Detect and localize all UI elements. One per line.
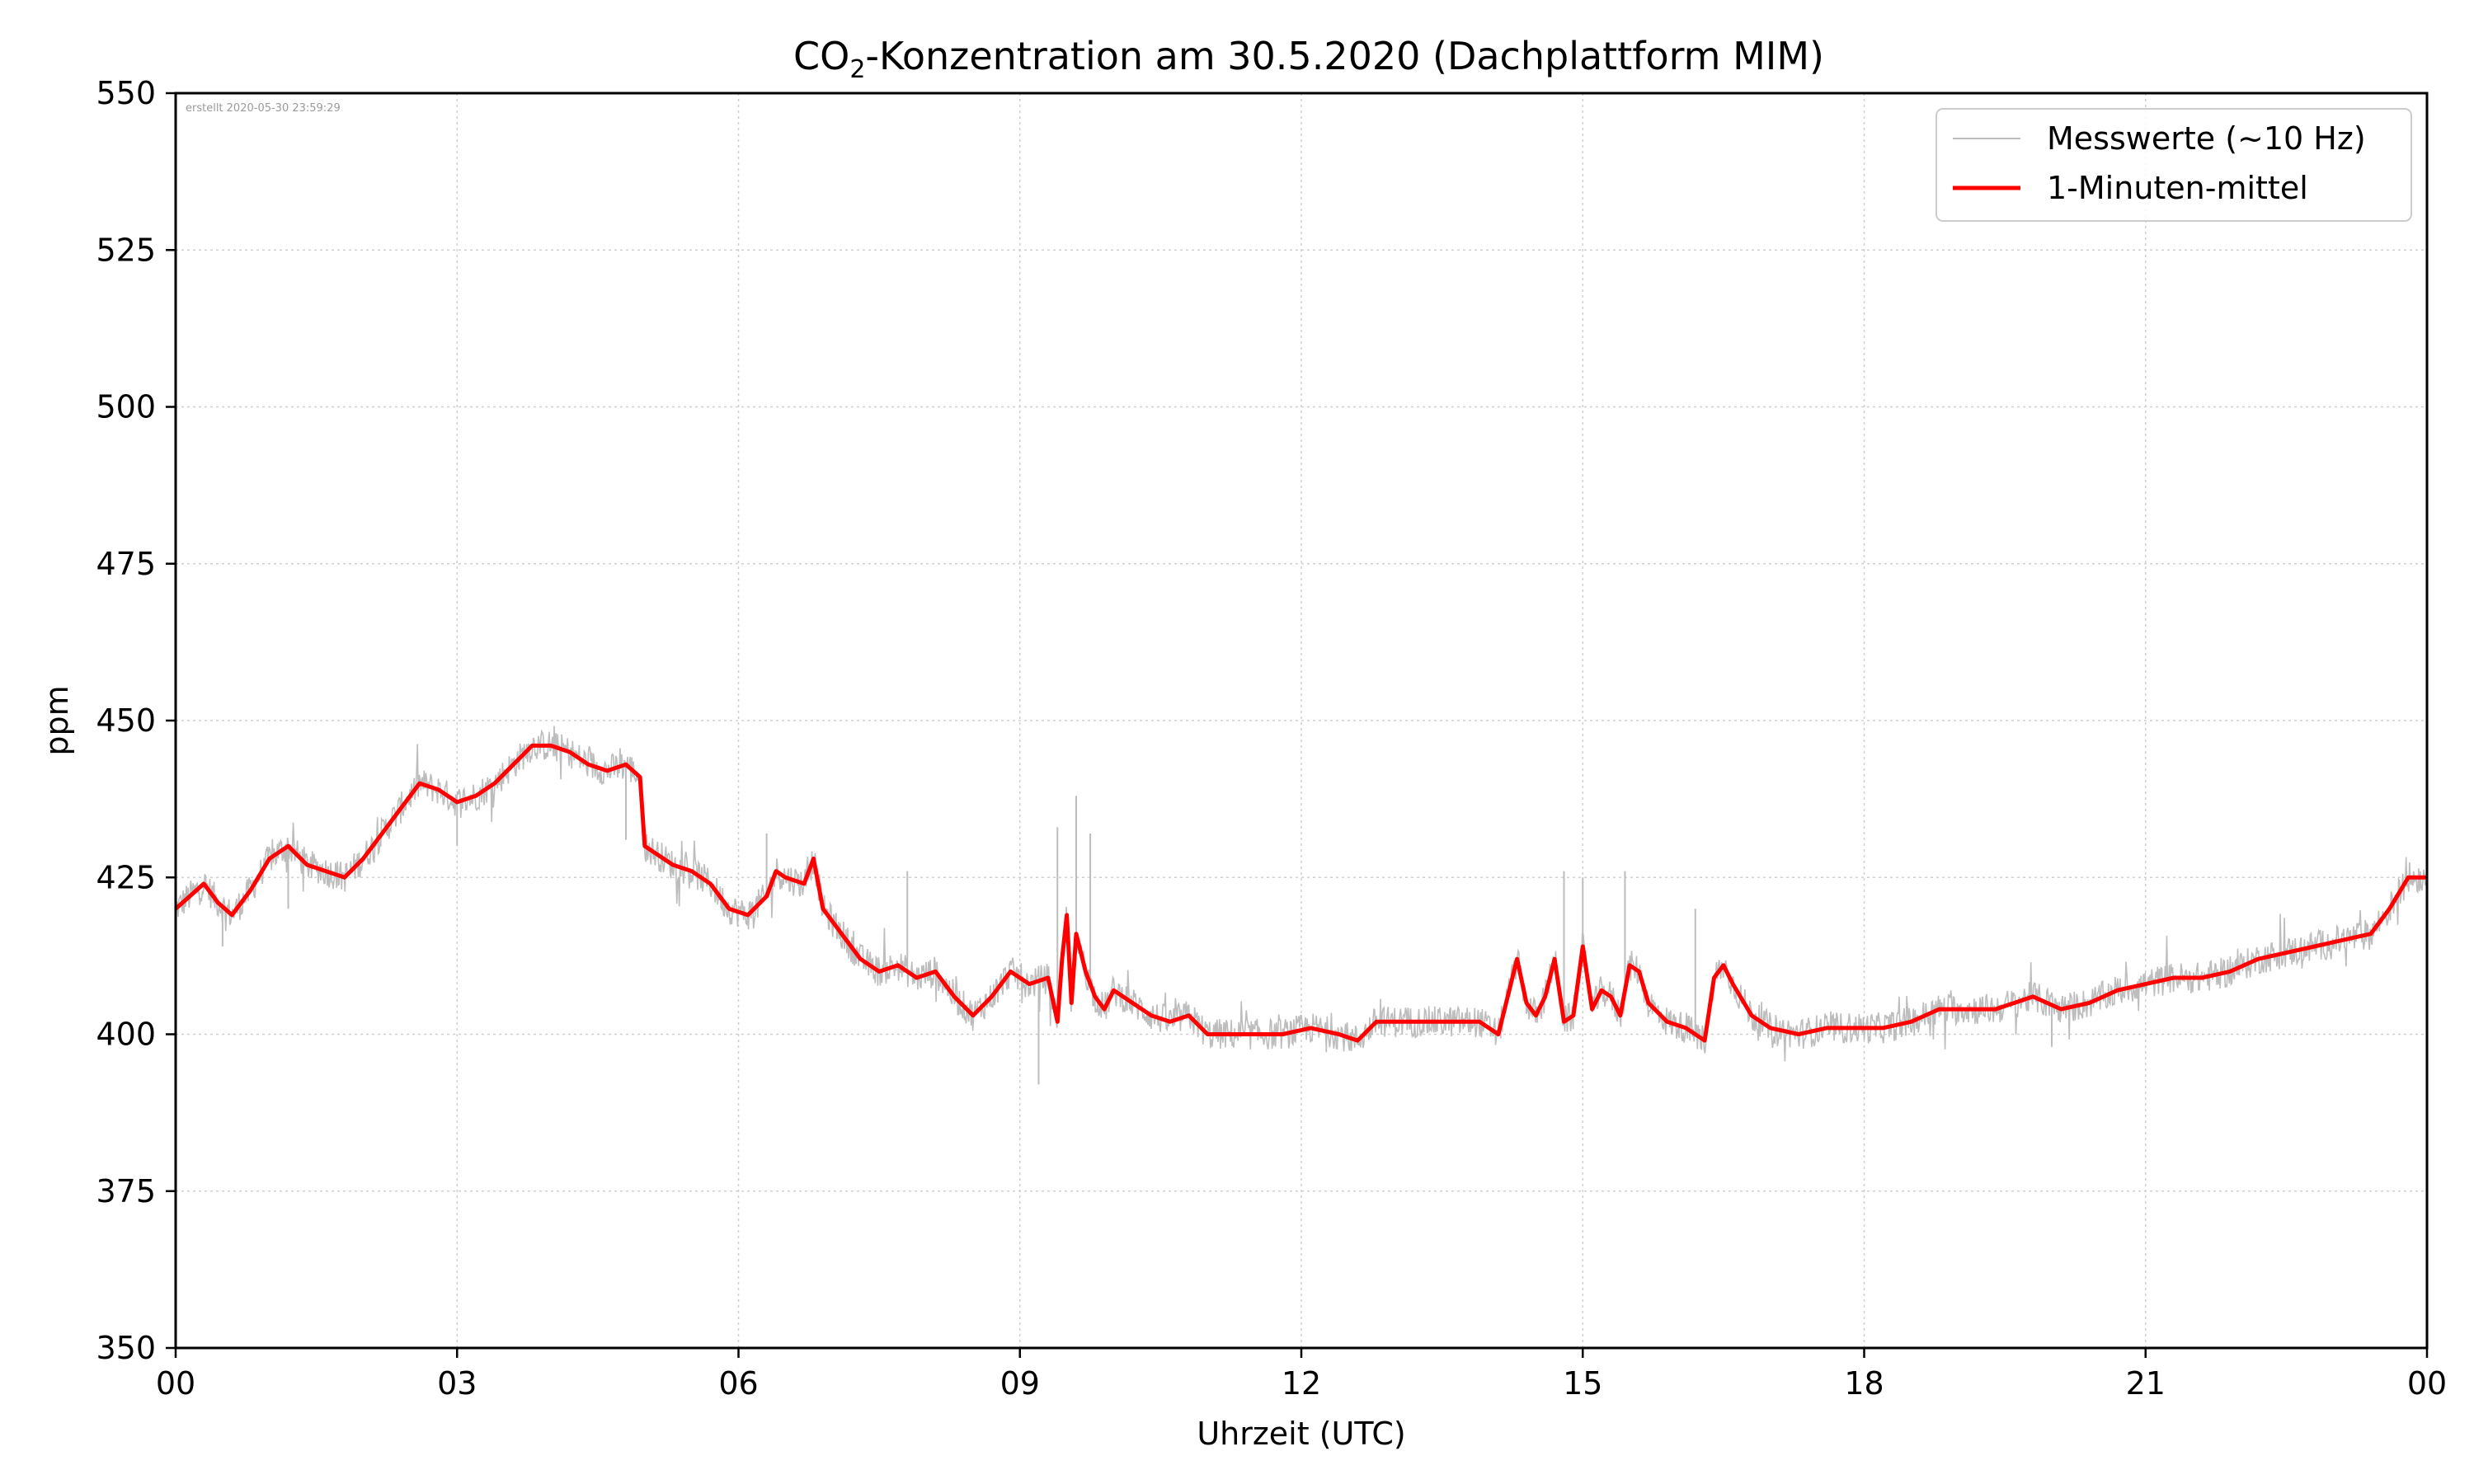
y-axis: 350 375 400 425 450 475 500 525 550 [96, 75, 176, 1366]
y-axis-label: ppm [39, 685, 75, 755]
x-tick-label: 21 [2126, 1365, 2166, 1402]
y-tick-label: 500 [96, 389, 156, 425]
mean-line [174, 743, 2427, 1043]
y-tick-label: 475 [96, 546, 156, 582]
x-tick-label: 00 [2407, 1365, 2447, 1402]
y-tick-label: 450 [96, 702, 156, 739]
x-tick-label: 03 [437, 1365, 477, 1402]
x-axis: 00 03 06 09 12 15 18 21 00 [156, 1348, 2447, 1402]
series-mean [174, 743, 2427, 1043]
creation-stamp: erstellt 2020-05-30 23:59:29 [186, 102, 341, 115]
grid [176, 93, 2427, 1348]
legend-box [1935, 108, 2412, 222]
x-tick-label: 00 [156, 1365, 195, 1402]
x-tick-label: 15 [1563, 1365, 1602, 1402]
y-tick-label: 400 [96, 1017, 156, 1053]
y-tick-label: 375 [96, 1173, 156, 1209]
raw-trace [176, 726, 2428, 1062]
y-tick-label: 350 [96, 1330, 156, 1366]
x-axis-label: Uhrzeit (UTC) [1197, 1416, 1405, 1452]
y-tick-label: 550 [96, 75, 156, 111]
x-tick-label: 18 [1844, 1365, 1884, 1402]
chart-title-prefix: CO [793, 34, 849, 78]
x-tick-label: 12 [1282, 1365, 1321, 1402]
y-tick-label: 525 [96, 232, 156, 268]
legend-label-mean: 1-Minuten-mittel [2047, 170, 2308, 206]
y-tick-label: 425 [96, 859, 156, 895]
chart-title-suffix: -Konzentration am 30.5.2020 (Dachplattfo… [865, 34, 1824, 78]
legend-label-raw: Messwerte (~10 Hz) [2047, 120, 2366, 157]
chart-title-subscript: 2 [849, 55, 865, 84]
x-tick-label: 09 [1000, 1365, 1040, 1402]
legend: Messwerte (~10 Hz) 1-Minuten-mittel [1935, 108, 2412, 222]
chart-title: CO2-Konzentration am 30.5.2020 (Dachplat… [793, 34, 1824, 84]
x-tick-label: 06 [718, 1365, 758, 1402]
